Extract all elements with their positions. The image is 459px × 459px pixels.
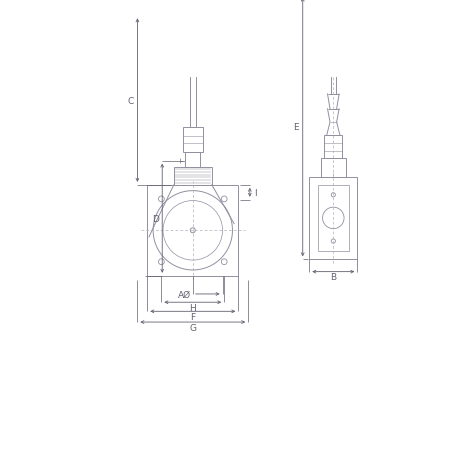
Text: C: C	[128, 96, 134, 106]
Text: E: E	[293, 123, 298, 132]
Text: I: I	[254, 188, 257, 197]
Text: F: F	[190, 312, 195, 321]
Bar	[183, 128, 202, 152]
Text: AØ: AØ	[178, 290, 190, 299]
Bar	[317, 185, 348, 252]
Bar	[330, 0, 335, 95]
Text: D: D	[152, 214, 159, 223]
Bar	[320, 159, 345, 177]
Text: G: G	[189, 323, 196, 332]
Bar	[309, 177, 357, 260]
Bar	[147, 185, 238, 276]
Bar	[324, 136, 341, 159]
Bar	[187, 17, 197, 21]
Bar	[174, 167, 211, 185]
Text: B: B	[330, 273, 336, 281]
Bar	[190, 21, 195, 128]
Bar	[185, 152, 200, 167]
Text: H: H	[189, 303, 196, 312]
